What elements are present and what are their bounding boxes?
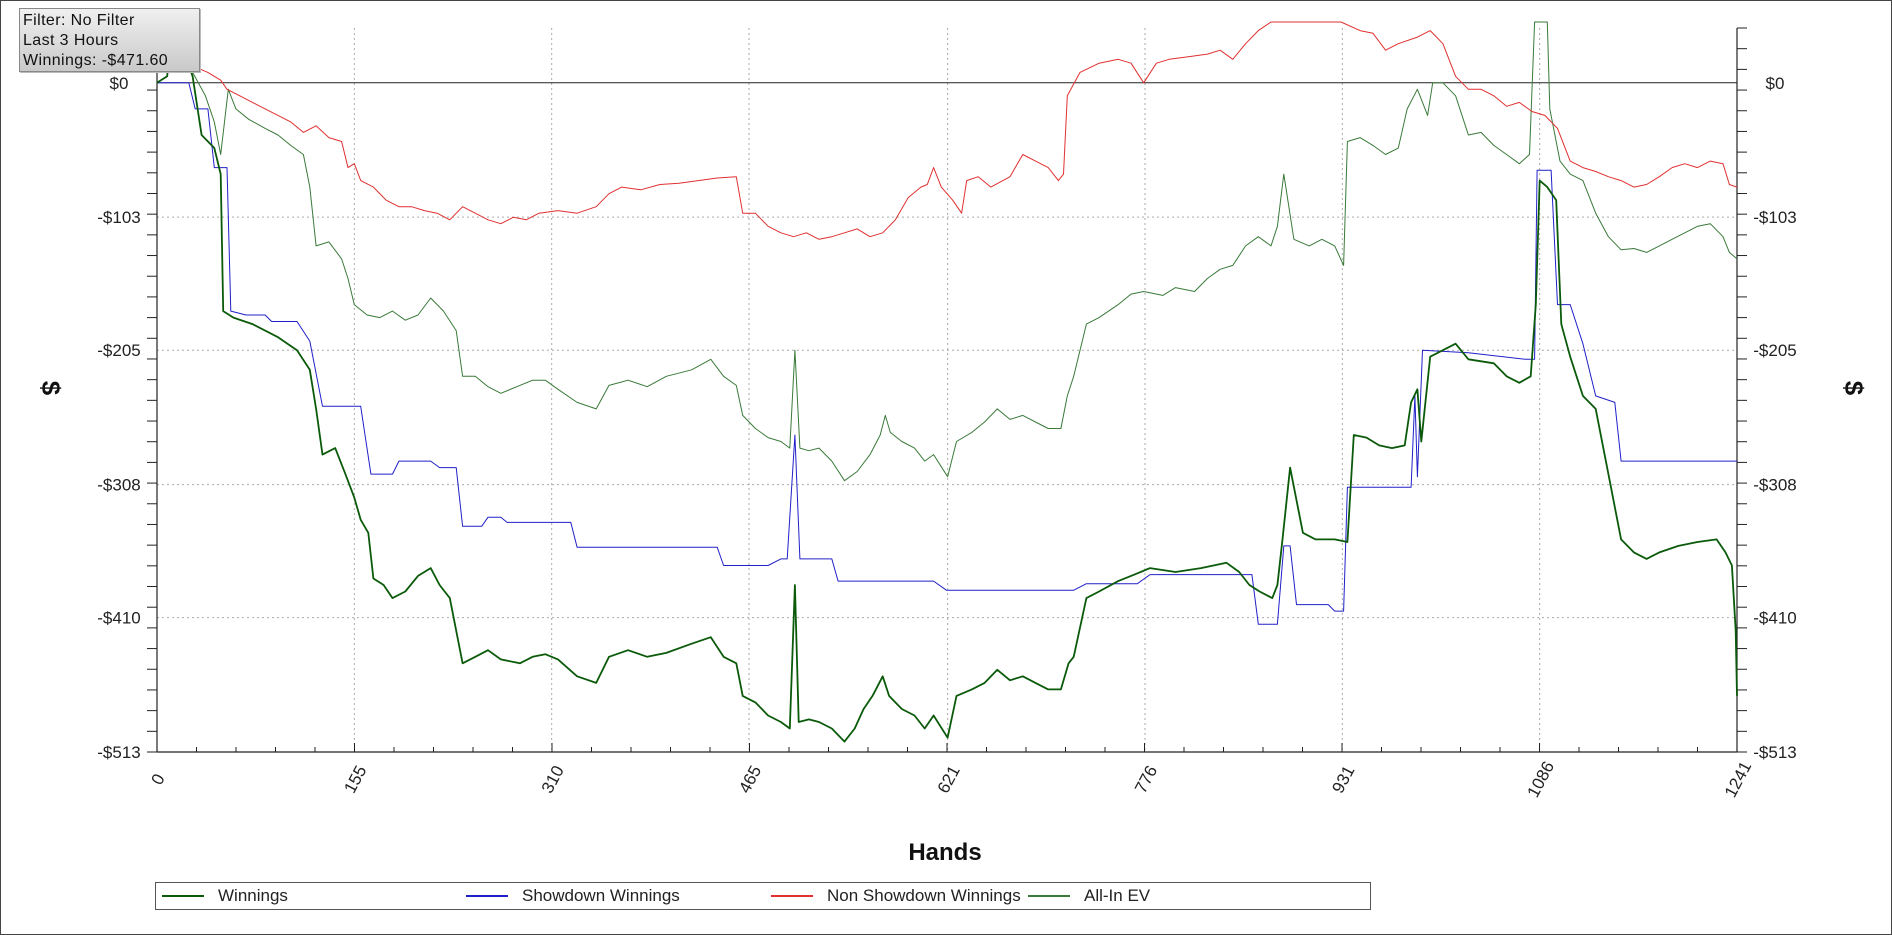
y-axis-label-right: $ [1839, 381, 1869, 396]
legend: Winnings Showdown Winnings Non Showdown … [155, 882, 1371, 910]
legend-item-showdown: Showdown Winnings [466, 886, 680, 906]
legend-label-non-showdown: Non Showdown Winnings [827, 886, 1021, 905]
x-tick-label: 1241 [1721, 758, 1756, 800]
series-showdown-winnings [157, 82, 1737, 625]
y-tick-label-right: -$410 [1753, 609, 1796, 628]
axes [147, 27, 1747, 753]
series-non-showdown-winnings [156, 21, 1738, 240]
y-tick-label-right: -$103 [1753, 208, 1796, 227]
y-tick-label-left: -$103 [97, 208, 140, 227]
legend-item-non-showdown: Non Showdown Winnings [771, 886, 1021, 906]
y-tick-label-right: -$513 [1753, 743, 1796, 762]
x-tick-label: 776 [1131, 762, 1161, 796]
legend-swatch-non-showdown [771, 895, 813, 897]
legend-label-all-in-ev: All-In EV [1084, 886, 1151, 905]
legend-swatch-showdown [466, 895, 508, 897]
x-tick-label: 1086 [1524, 758, 1559, 800]
legend-swatch-winnings [162, 895, 204, 897]
filter-text: Filter: No Filter [23, 12, 135, 29]
y-tick-label-right: -$205 [1753, 341, 1796, 360]
grid [157, 28, 1737, 752]
x-tick-label: 0 [148, 771, 169, 788]
period-text: Last 3 Hours [23, 32, 119, 49]
legend-label-winnings: Winnings [218, 886, 288, 905]
y-tick-label-right: -$308 [1753, 476, 1796, 495]
x-tick-label: 310 [538, 762, 568, 796]
filter-info-box: Filter: No Filter Last 3 Hours Winnings:… [19, 8, 200, 72]
y-tick-label-left: -$410 [97, 609, 140, 628]
y-tick-label-right: $0 [1766, 74, 1785, 93]
y-tick-label-left: -$308 [97, 476, 140, 495]
x-axis-label: Hands [908, 839, 981, 866]
x-tick-label: 465 [735, 762, 765, 796]
series-winnings [156, 36, 1738, 743]
legend-item-all-in-ev: All-In EV [1028, 886, 1150, 906]
legend-swatch-all-in-ev [1028, 895, 1070, 897]
series-all-in-ev [156, 21, 1738, 482]
winnings-total-text: Winnings: -$471.60 [23, 52, 169, 69]
x-tick-label: 931 [1328, 762, 1358, 796]
y-tick-label-left: -$513 [97, 743, 140, 762]
legend-label-showdown: Showdown Winnings [522, 886, 680, 905]
x-tick-label: 621 [934, 762, 964, 796]
x-tick-label: 155 [340, 762, 370, 796]
series-lines [156, 21, 1738, 743]
y-tick-label-left: -$205 [97, 341, 140, 360]
y-tick-label-left: $0 [110, 74, 129, 93]
legend-item-winnings: Winnings [162, 886, 288, 906]
y-axis-label-left: $ [36, 381, 66, 396]
